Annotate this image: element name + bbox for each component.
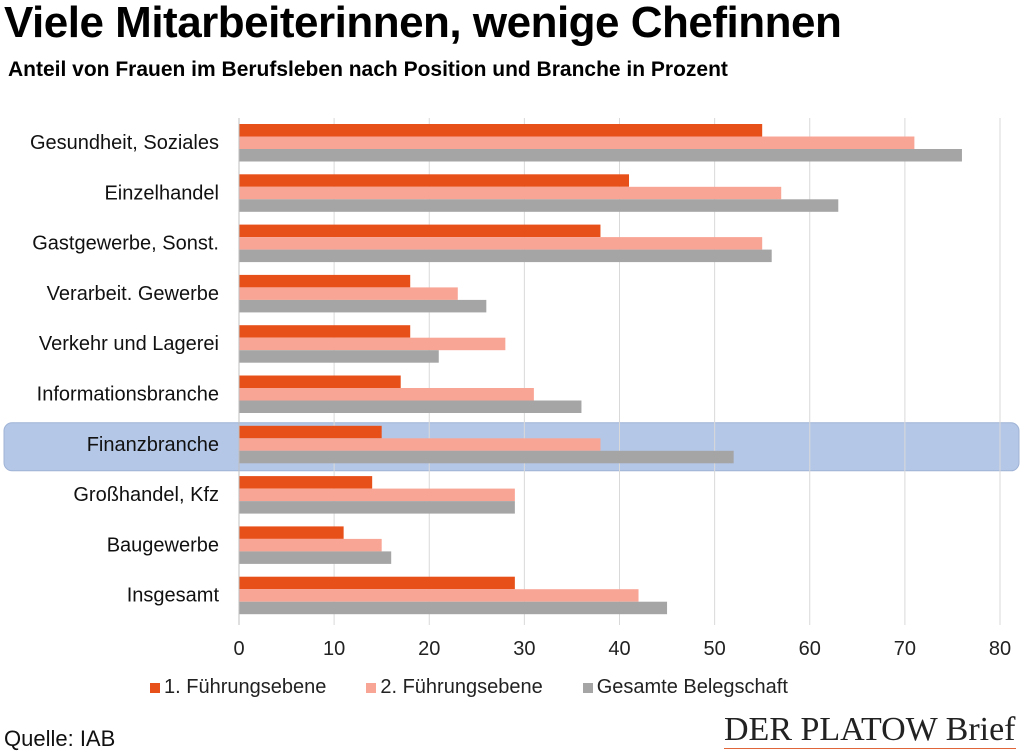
x-tick-label: 0 xyxy=(233,638,244,660)
bar-series-3 xyxy=(239,350,439,363)
legend-label-3: Gesamte Belegschaft xyxy=(596,676,788,698)
bar-series-3 xyxy=(239,199,839,212)
category-label: Finanzbranche xyxy=(87,434,219,456)
bar-series-3 xyxy=(239,450,734,464)
bar-series-1 xyxy=(239,526,344,539)
bar-series-2 xyxy=(239,438,601,451)
legend-item-3: Gesamte Belegschaft xyxy=(582,676,788,699)
bar-chart: 0 10 20 30 40 50 60 70 80 Gesundheit, Soziales Ein… xyxy=(3,118,1020,660)
bar-series-3 xyxy=(239,601,668,615)
category-label: Großhandel, Kfz xyxy=(73,484,219,506)
x-tick-label: 20 xyxy=(418,638,440,660)
bar-series-3 xyxy=(239,249,772,263)
category-label: Baugewerbe xyxy=(107,534,219,556)
x-tick-label: 50 xyxy=(704,638,726,660)
bar-series-2 xyxy=(239,136,915,149)
bar-series-3 xyxy=(239,299,487,313)
x-tick-label: 10 xyxy=(323,638,345,660)
source-note: Quelle: IAB xyxy=(4,726,116,751)
bar-series-1 xyxy=(239,224,601,238)
bar-series-1 xyxy=(239,274,411,288)
bar-series-2 xyxy=(239,237,763,250)
x-tick-label: 40 xyxy=(608,638,630,660)
category-label: Einzelhandel xyxy=(104,182,219,204)
bar-series-2 xyxy=(239,488,515,502)
bar-series-3 xyxy=(239,551,392,564)
brand-logo: DER PLATOW Brief xyxy=(724,711,1016,749)
legend-item-2: 2. Führungsebene xyxy=(366,676,543,699)
legend-swatch-1 xyxy=(150,682,160,693)
chart-subtitle: Anteil von Frauen im Berufsleben nach Po… xyxy=(8,58,728,81)
x-tick-label: 80 xyxy=(989,638,1011,660)
bar-series-1 xyxy=(239,124,763,137)
legend-label-2: 2. Führungsebene xyxy=(380,676,543,698)
x-tick-label: 30 xyxy=(513,638,535,660)
bar-series-1 xyxy=(239,174,630,187)
bar-series-1 xyxy=(239,425,382,439)
bar-series-2 xyxy=(239,589,639,602)
bar-series-2 xyxy=(239,538,382,552)
category-label: Gesundheit, Soziales xyxy=(30,132,219,154)
category-label: Insgesamt xyxy=(127,585,220,607)
category-label: Gastgewerbe, Sonst. xyxy=(32,233,219,255)
bar-series-1 xyxy=(239,476,373,489)
x-tick-label: 60 xyxy=(799,638,821,660)
bar-series-1 xyxy=(239,375,401,388)
bar-series-2 xyxy=(239,388,534,401)
bar-series-3 xyxy=(239,149,962,162)
legend: 1. Führungsebene 2. Führungsebene Gesamt… xyxy=(150,676,788,699)
category-label: Verkehr und Lagerei xyxy=(39,333,219,355)
bar-series-3 xyxy=(239,400,582,413)
legend-label-1: 1. Führungsebene xyxy=(164,676,327,698)
category-label: Informationsbranche xyxy=(37,384,219,406)
bar-series-1 xyxy=(239,576,515,590)
bar-series-3 xyxy=(239,501,515,514)
chart-title: Viele Mitarbeiterinnen, wenige Chefinnen xyxy=(4,0,842,47)
bar-series-1 xyxy=(239,325,411,338)
category-label: Verarbeit. Gewerbe xyxy=(47,283,219,305)
bar-series-2 xyxy=(239,186,782,200)
legend-swatch-2 xyxy=(366,682,377,693)
legend-item-1: 1. Führungsebene xyxy=(150,676,326,699)
bar-series-2 xyxy=(239,287,458,300)
legend-swatch-3 xyxy=(582,682,593,693)
bar-series-2 xyxy=(239,337,506,351)
x-tick-label: 70 xyxy=(894,638,916,660)
